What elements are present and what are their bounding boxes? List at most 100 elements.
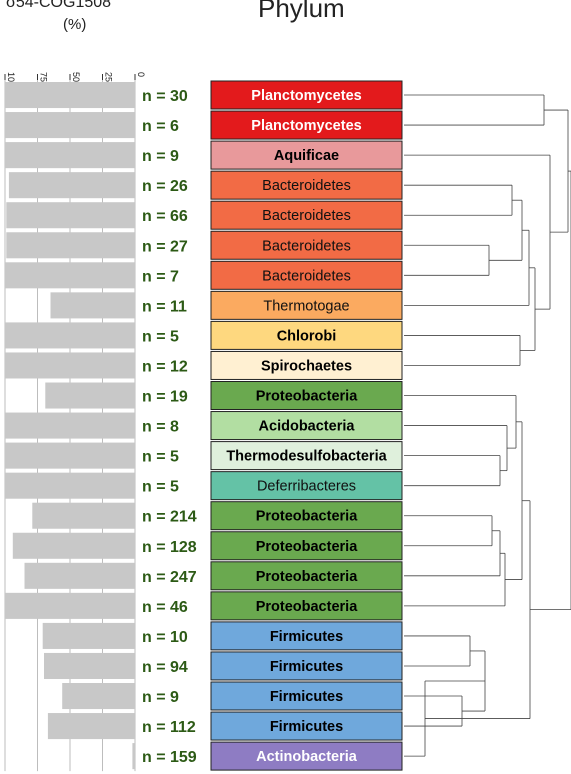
value-bar — [62, 683, 136, 710]
value-bar — [12, 532, 135, 559]
axis-label-line1: σ54-COG1508 — [6, 0, 112, 11]
value-bar — [5, 352, 135, 379]
n-count-label: n = 94 — [142, 659, 188, 676]
n-count-label: n = 214 — [142, 509, 197, 526]
phylum-label: Proteobacteria — [256, 539, 358, 555]
phylum-box — [210, 80, 403, 110]
phylum-label: Planctomycetes — [251, 118, 361, 134]
phylum-label: Proteobacteria — [256, 509, 358, 525]
n-count-label: n = 26 — [142, 178, 188, 195]
value-bar — [42, 622, 136, 649]
phylum-box — [210, 471, 403, 501]
phylum-box — [210, 110, 403, 140]
phylum-box — [210, 501, 403, 531]
phylum-box — [210, 741, 403, 771]
phylum-box — [210, 591, 403, 621]
phylum-label: Bacteroidetes — [262, 208, 351, 224]
phylum-label: Bacteroidetes — [262, 178, 351, 194]
phylum-box — [210, 350, 403, 380]
phylum-label: Thermotogae — [263, 298, 349, 314]
n-count-label: n = 12 — [142, 358, 188, 375]
n-count-label: n = 27 — [142, 238, 188, 255]
n-count-label: n = 19 — [142, 389, 188, 406]
axis-tick-label: 25 — [104, 72, 114, 82]
value-bar — [5, 592, 135, 619]
n-count-label: n = 5 — [142, 479, 179, 496]
axis-tick-label: 100 — [6, 72, 16, 87]
phylum-box — [210, 411, 403, 441]
value-bar — [5, 472, 135, 499]
phylum-label: Firmicutes — [270, 689, 343, 705]
value-bar — [5, 322, 135, 349]
value-bar — [6, 202, 135, 229]
n-count-label: n = 5 — [142, 449, 179, 466]
phylum-box — [210, 320, 403, 350]
value-bar — [50, 292, 135, 319]
phylum-label: Acidobacteria — [259, 419, 356, 435]
phylum-label: Deferribacteres — [257, 479, 356, 495]
axis-label-line2: (%) — [63, 16, 87, 33]
n-count-label: n = 247 — [142, 569, 197, 586]
value-bar — [47, 713, 135, 740]
n-count-label: n = 159 — [142, 749, 197, 766]
phylum-label: Bacteroidetes — [262, 238, 351, 254]
n-count-label: n = 46 — [142, 599, 188, 616]
phylum-label: Thermodesulfobacteria — [226, 449, 387, 465]
phylum-label: Chlorobi — [277, 328, 337, 344]
phylum-box — [210, 531, 403, 561]
phylum-box — [210, 170, 403, 200]
phylum-label: Spirochaetes — [261, 358, 352, 374]
axis-tick-label: 75 — [39, 72, 49, 82]
n-count-label: n = 30 — [142, 88, 188, 105]
phylum-label: Aquificae — [274, 148, 339, 164]
value-bar — [32, 502, 135, 529]
value-bar — [8, 172, 135, 199]
n-count-label: n = 11 — [142, 298, 187, 315]
value-bar — [24, 562, 135, 589]
value-bar — [5, 442, 135, 469]
phylum-box — [210, 561, 403, 591]
phylum-label: Firmicutes — [270, 719, 343, 735]
phylum-box — [210, 681, 403, 711]
chart-title: Phylum — [258, 0, 345, 23]
value-bar — [45, 382, 135, 409]
n-count-label: n = 10 — [142, 629, 188, 646]
phylum-box — [210, 230, 403, 260]
n-count-label: n = 128 — [142, 539, 197, 556]
n-count-label: n = 9 — [142, 689, 179, 706]
value-bar — [5, 82, 135, 109]
phylum-label: Firmicutes — [270, 629, 343, 645]
n-count-label: n = 7 — [142, 268, 179, 285]
phylum-label: Actinobacteria — [256, 749, 358, 765]
phylum-label: Planctomycetes — [251, 88, 361, 104]
phylum-label: Proteobacteria — [256, 389, 358, 405]
n-count-label: n = 9 — [142, 148, 179, 165]
value-bar — [5, 412, 135, 439]
phylum-box — [210, 200, 403, 230]
axis-tick-label: 0 — [136, 72, 146, 77]
phylum-label: Proteobacteria — [256, 569, 358, 585]
phylum-box — [210, 711, 403, 741]
value-bar — [5, 142, 135, 169]
value-bar — [5, 262, 135, 289]
phylum-box — [210, 651, 403, 681]
n-count-label: n = 66 — [142, 208, 188, 225]
n-count-label: n = 112 — [142, 719, 196, 736]
value-bar — [5, 112, 135, 139]
n-count-label: n = 6 — [142, 118, 179, 135]
phylum-box — [210, 381, 403, 410]
axis-tick-label: 50 — [71, 72, 81, 82]
phylum-box — [210, 290, 403, 320]
phylum-label: Firmicutes — [270, 659, 343, 675]
value-bar — [44, 652, 135, 679]
value-bar — [132, 743, 135, 770]
n-count-label: n = 8 — [142, 419, 179, 436]
phylum-box — [210, 260, 403, 290]
phylum-box — [210, 621, 403, 651]
phylum-label: Proteobacteria — [256, 599, 358, 615]
phylum-box — [210, 441, 403, 471]
phylum-box — [210, 140, 403, 170]
n-count-label: n = 5 — [142, 328, 179, 345]
phylum-label: Bacteroidetes — [262, 268, 351, 284]
